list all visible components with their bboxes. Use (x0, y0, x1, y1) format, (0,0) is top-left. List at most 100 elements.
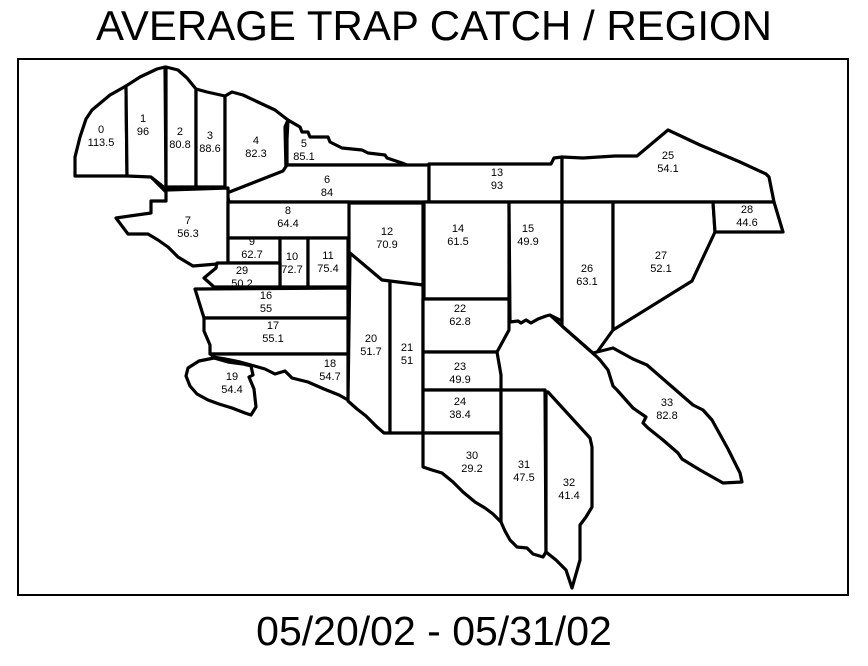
region-id: 24 (453, 396, 467, 408)
region-label-10: 10 72.7 (281, 251, 302, 277)
region-value: 47.5 (513, 472, 535, 484)
region-label-5: 5 85.1 (293, 138, 314, 164)
region-label-31: 31 47.5 (513, 459, 534, 485)
region-value: 84 (320, 187, 334, 199)
region-value: 44.6 (736, 217, 758, 229)
region-value: 63.1 (576, 276, 598, 288)
region-id: 23 (453, 361, 467, 373)
region-label-12: 12 70.9 (376, 226, 397, 252)
region-value: 49.9 (449, 374, 471, 386)
region-id: 5 (300, 138, 308, 150)
region-id: 21 (400, 342, 414, 354)
region-id: 12 (380, 226, 394, 238)
region-shape-30 (421, 431, 503, 524)
region-id: 14 (451, 223, 465, 235)
region-id: 31 (517, 459, 531, 471)
region-id: 20 (364, 333, 378, 345)
region-id: 33 (660, 397, 674, 409)
region-value: 85.1 (293, 151, 315, 163)
region-label-25: 25 54.1 (657, 150, 678, 176)
region-value: 113.5 (87, 137, 115, 149)
region-id: 4 (252, 135, 260, 147)
region-value: 54.4 (221, 384, 243, 396)
region-label-33: 33 82.8 (656, 397, 677, 423)
region-label-8: 8 64.4 (277, 205, 298, 231)
region-id: 16 (259, 290, 273, 302)
region-value: 29.2 (461, 463, 483, 475)
region-label-3: 3 88.6 (199, 130, 220, 156)
region-value: 93 (490, 180, 504, 192)
region-shape-32 (544, 390, 594, 590)
date-range: 05/20/02 - 05/31/02 (256, 608, 612, 654)
region-id: 28 (740, 204, 754, 216)
region-value: 61.5 (447, 236, 469, 248)
region-label-32: 32 41.4 (558, 477, 579, 503)
region-shape-28 (711, 200, 785, 234)
region-value: 56.3 (177, 228, 199, 240)
region-id: 9 (248, 236, 256, 248)
region-label-16: 16 55 (260, 290, 272, 316)
region-shape-14 (422, 200, 511, 301)
region-label-1: 1 96 (137, 113, 149, 139)
region-id: 32 (562, 477, 576, 489)
region-value: 82.8 (656, 410, 678, 422)
region-value: 55.1 (262, 333, 284, 345)
region-id: 26 (580, 263, 594, 275)
region-value: 51 (400, 355, 414, 367)
region-value: 49.9 (517, 236, 539, 248)
region-label-11: 11 75.4 (317, 250, 338, 276)
region-label-2: 2 80.8 (169, 126, 190, 152)
region-id: 27 (654, 250, 668, 262)
region-label-4: 4 82.3 (245, 135, 266, 161)
region-label-28: 28 44.6 (736, 204, 757, 230)
region-label-18: 18 54.7 (319, 358, 340, 384)
region-value: 51.7 (360, 346, 382, 358)
region-label-29: 29 50.2 (231, 265, 252, 291)
region-shape-33 (591, 346, 744, 485)
region-value: 80.8 (169, 139, 191, 151)
region-label-23: 23 49.9 (449, 361, 470, 387)
region-shape-23 (421, 350, 503, 392)
region-id: 30 (465, 450, 479, 462)
region-id: 0 (97, 124, 105, 136)
region-value: 64.4 (277, 218, 299, 230)
region-label-15: 15 49.9 (517, 223, 538, 249)
region-value: 62.7 (241, 249, 263, 261)
region-value: 72.7 (281, 264, 303, 276)
region-value: 38.4 (449, 409, 471, 421)
region-id: 11 (322, 250, 334, 262)
region-id: 2 (176, 126, 184, 138)
region-id: 18 (323, 358, 337, 370)
region-label-27: 27 52.1 (650, 250, 671, 276)
region-id: 8 (284, 205, 292, 217)
region-value: 52.1 (650, 263, 672, 275)
region-shape-22 (421, 297, 511, 354)
region-shape-20 (346, 251, 392, 435)
region-value: 50.2 (231, 278, 253, 290)
region-label-22: 22 62.8 (449, 303, 470, 329)
region-value: 75.4 (317, 263, 339, 275)
region-id: 6 (323, 174, 331, 186)
region-label-13: 13 93 (491, 167, 503, 193)
region-label-0: 0 113.5 (88, 124, 115, 150)
region-label-26: 26 63.1 (576, 263, 597, 289)
region-value: 70.9 (376, 239, 398, 251)
region-value: 62.8 (449, 316, 471, 328)
region-label-24: 24 38.4 (449, 396, 470, 422)
region-id: 22 (453, 303, 467, 315)
region-label-17: 17 55.1 (262, 320, 283, 346)
region-label-9: 9 62.7 (241, 236, 262, 262)
region-shape-15 (507, 200, 564, 325)
region-label-14: 14 61.5 (447, 223, 468, 249)
region-id: 29 (235, 265, 249, 277)
foothill-boundary-line (548, 313, 597, 357)
region-shape-26 (560, 200, 615, 357)
region-shape-0 (73, 84, 129, 178)
region-shape-19 (184, 356, 258, 417)
region-value: 41.4 (558, 490, 580, 502)
region-value: 82.3 (245, 148, 267, 160)
region-id: 17 (266, 320, 280, 332)
region-shape-7 (114, 176, 230, 268)
